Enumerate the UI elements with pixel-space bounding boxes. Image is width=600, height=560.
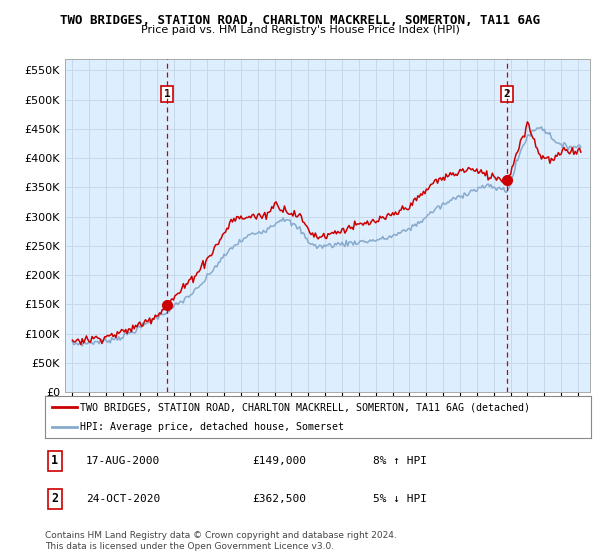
Text: TWO BRIDGES, STATION ROAD, CHARLTON MACKRELL, SOMERTON, TA11 6AG (detached): TWO BRIDGES, STATION ROAD, CHARLTON MACK… bbox=[80, 402, 530, 412]
Text: 24-OCT-2020: 24-OCT-2020 bbox=[86, 494, 160, 504]
Text: HPI: Average price, detached house, Somerset: HPI: Average price, detached house, Some… bbox=[80, 422, 344, 432]
Text: Price paid vs. HM Land Registry's House Price Index (HPI): Price paid vs. HM Land Registry's House … bbox=[140, 25, 460, 35]
Text: This data is licensed under the Open Government Licence v3.0.: This data is licensed under the Open Gov… bbox=[45, 542, 334, 551]
Text: 1: 1 bbox=[164, 89, 170, 99]
Text: 8% ↑ HPI: 8% ↑ HPI bbox=[373, 456, 427, 466]
Text: £149,000: £149,000 bbox=[253, 456, 307, 466]
Text: 5% ↓ HPI: 5% ↓ HPI bbox=[373, 494, 427, 504]
Text: 2: 2 bbox=[51, 492, 58, 506]
Text: TWO BRIDGES, STATION ROAD, CHARLTON MACKRELL, SOMERTON, TA11 6AG: TWO BRIDGES, STATION ROAD, CHARLTON MACK… bbox=[60, 14, 540, 27]
Text: Contains HM Land Registry data © Crown copyright and database right 2024.: Contains HM Land Registry data © Crown c… bbox=[45, 531, 397, 540]
Text: 1: 1 bbox=[51, 454, 58, 468]
Text: 2: 2 bbox=[504, 89, 511, 99]
Text: 17-AUG-2000: 17-AUG-2000 bbox=[86, 456, 160, 466]
Text: £362,500: £362,500 bbox=[253, 494, 307, 504]
